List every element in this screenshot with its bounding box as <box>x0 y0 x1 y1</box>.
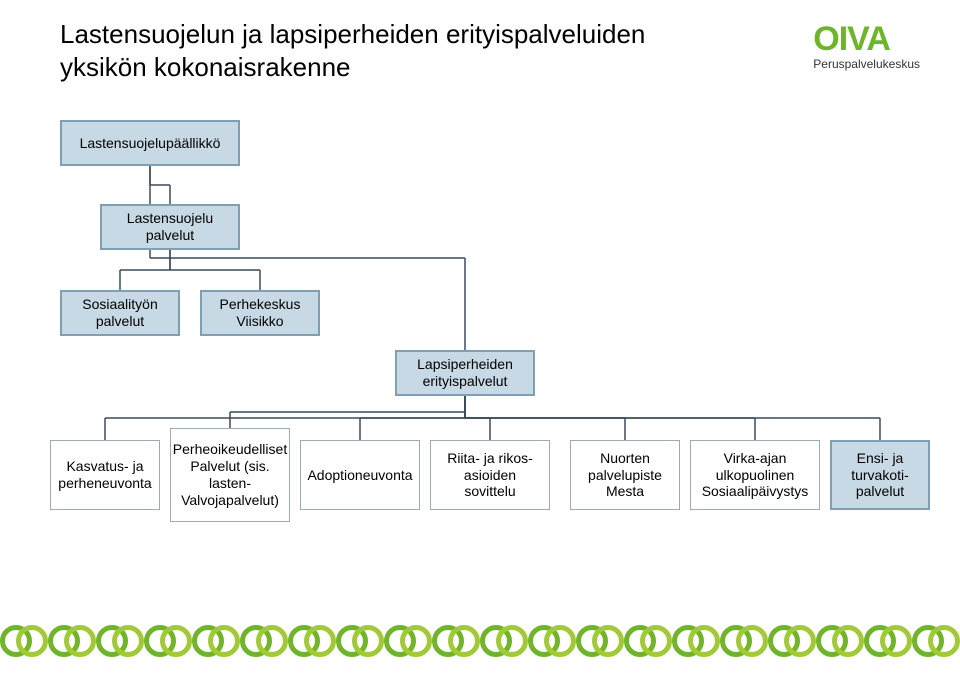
chain-unit <box>240 616 288 666</box>
chain-unit <box>480 616 528 666</box>
org-node-label: Adoptioneuvonta <box>307 467 412 484</box>
title-line1: Lastensuojelun ja lapsiperheiden erityis… <box>60 19 645 49</box>
chain-unit <box>288 616 336 666</box>
org-node-label: Virka-ajan ulkopuolinen Sosiaalipäivysty… <box>699 450 811 500</box>
org-node-label: Kasvatus- ja perheneuvonta <box>58 458 151 492</box>
chain-unit <box>432 616 480 666</box>
page-title: Lastensuojelun ja lapsiperheiden erityis… <box>60 18 700 83</box>
org-node-n1: Kasvatus- ja perheneuvonta <box>50 440 160 510</box>
org-node-laps: Lapsiperheiden erityispalvelut <box>395 350 535 396</box>
chain-unit <box>672 616 720 666</box>
chain-unit <box>0 616 48 666</box>
org-node-n2: Perheoikeudelliset Palvelut (sis. lasten… <box>170 428 290 522</box>
chain-unit <box>384 616 432 666</box>
chain-unit <box>864 616 912 666</box>
chain-unit <box>912 616 960 666</box>
org-node-label: Perheoikeudelliset Palvelut (sis. lasten… <box>173 441 287 508</box>
org-node-label: Riita- ja rikos-asioiden sovittelu <box>439 450 541 500</box>
org-chart: Lastensuojelupäällikkö Lastensuojelu palv… <box>0 120 960 540</box>
org-node-label: Nuorten palvelupiste Mesta <box>579 450 671 500</box>
logo: OIVA Peruspalvelukeskus <box>813 20 920 71</box>
org-node-n7: Ensi- ja turvakoti-palvelut <box>830 440 930 510</box>
org-node-label: Lapsiperheiden erityispalvelut <box>405 356 525 390</box>
chain-unit <box>192 616 240 666</box>
org-node-label: Lastensuojelu palvelut <box>110 210 230 244</box>
logo-main: OIVA <box>813 20 920 59</box>
chain-unit <box>576 616 624 666</box>
org-node-lsp: Lastensuojelu palvelut <box>100 204 240 250</box>
org-node-root: Lastensuojelupäällikkö <box>60 120 240 166</box>
org-node-n5: Nuorten palvelupiste Mesta <box>570 440 680 510</box>
chain-unit <box>48 616 96 666</box>
chain-unit <box>336 616 384 666</box>
chain-unit <box>144 616 192 666</box>
org-node-perh: Perhekeskus Viisikko <box>200 290 320 336</box>
org-node-n4: Riita- ja rikos-asioiden sovittelu <box>430 440 550 510</box>
chain-unit <box>720 616 768 666</box>
chain-unit <box>768 616 816 666</box>
org-node-n6: Virka-ajan ulkopuolinen Sosiaalipäivysty… <box>690 440 820 510</box>
chain-unit <box>624 616 672 666</box>
org-node-label: Sosiaalityön palvelut <box>70 296 170 330</box>
org-node-sos: Sosiaalityön palvelut <box>60 290 180 336</box>
chain-unit <box>528 616 576 666</box>
footer-pattern <box>0 616 960 666</box>
title-line2: yksikön kokonaisrakenne <box>60 52 351 82</box>
org-node-label: Ensi- ja turvakoti-palvelut <box>840 450 920 500</box>
chain-unit <box>96 616 144 666</box>
chain-unit <box>816 616 864 666</box>
org-node-label: Lastensuojelupäällikkö <box>80 135 221 152</box>
org-node-n3: Adoptioneuvonta <box>300 440 420 510</box>
logo-sub: Peruspalvelukeskus <box>813 57 920 71</box>
org-node-label: Perhekeskus Viisikko <box>210 296 310 330</box>
